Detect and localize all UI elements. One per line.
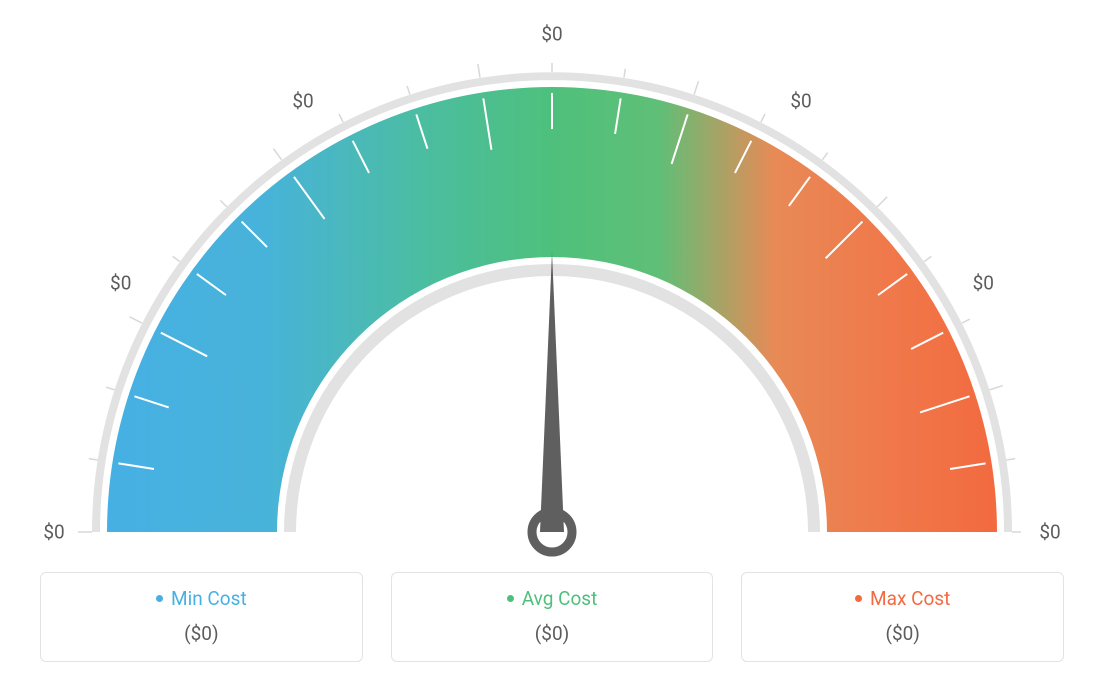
gauge-outer-tick xyxy=(89,459,98,460)
legend-title: Min Cost xyxy=(156,587,247,610)
legend-title-text: Max Cost xyxy=(870,587,950,610)
gauge-outer-tick xyxy=(273,149,281,160)
gauge-tick-label: $0 xyxy=(541,23,562,46)
legend-value: ($0) xyxy=(402,622,703,645)
gauge-tick-label: $0 xyxy=(43,521,64,544)
legend-dot-icon xyxy=(507,595,514,602)
gauge-outer-tick xyxy=(822,153,827,160)
gauge-outer-tick xyxy=(877,197,887,207)
legend-row: Min Cost ($0) Avg Cost ($0) Max Cost ($0) xyxy=(0,560,1104,662)
gauge-tick-label: $0 xyxy=(790,89,811,112)
gauge-outer-tick xyxy=(478,64,480,78)
legend-title: Avg Cost xyxy=(507,587,598,610)
gauge-outer-tick xyxy=(173,256,180,261)
legend-card: Avg Cost ($0) xyxy=(391,572,714,662)
gauge-outer-tick xyxy=(761,114,765,122)
gauge-outer-tick xyxy=(924,256,931,261)
legend-card: Max Cost ($0) xyxy=(741,572,1064,662)
gauge-outer-tick xyxy=(220,200,226,206)
gauge-outer-tick xyxy=(1006,459,1015,460)
gauge-outer-tick xyxy=(694,81,698,94)
gauge-outer-tick xyxy=(130,317,142,323)
gauge-tick-label: $0 xyxy=(1039,521,1060,544)
gauge-chart: $0 $0 $0 $0 $0 $0 $0 xyxy=(0,0,1104,560)
gauge-outer-tick xyxy=(407,86,410,95)
legend-value: ($0) xyxy=(752,622,1053,645)
legend-title-text: Min Cost xyxy=(171,587,247,610)
legend-card: Min Cost ($0) xyxy=(40,572,363,662)
gauge-tick-label: $0 xyxy=(110,272,131,295)
gauge-tick-label: $0 xyxy=(292,89,313,112)
gauge-svg xyxy=(0,0,1104,560)
gauge-outer-tick xyxy=(106,387,115,390)
gauge-outer-tick xyxy=(962,319,970,323)
gauge-tick-label: $0 xyxy=(973,272,994,295)
legend-dot-icon xyxy=(156,595,163,602)
legend-value: ($0) xyxy=(51,622,352,645)
legend-title: Max Cost xyxy=(855,587,950,610)
gauge-needle xyxy=(540,252,564,532)
gauge-outer-tick xyxy=(624,69,625,78)
legend-title-text: Avg Cost xyxy=(522,587,598,610)
gauge-outer-tick xyxy=(989,386,1002,390)
legend-dot-icon xyxy=(855,595,862,602)
gauge-outer-tick xyxy=(339,114,343,122)
